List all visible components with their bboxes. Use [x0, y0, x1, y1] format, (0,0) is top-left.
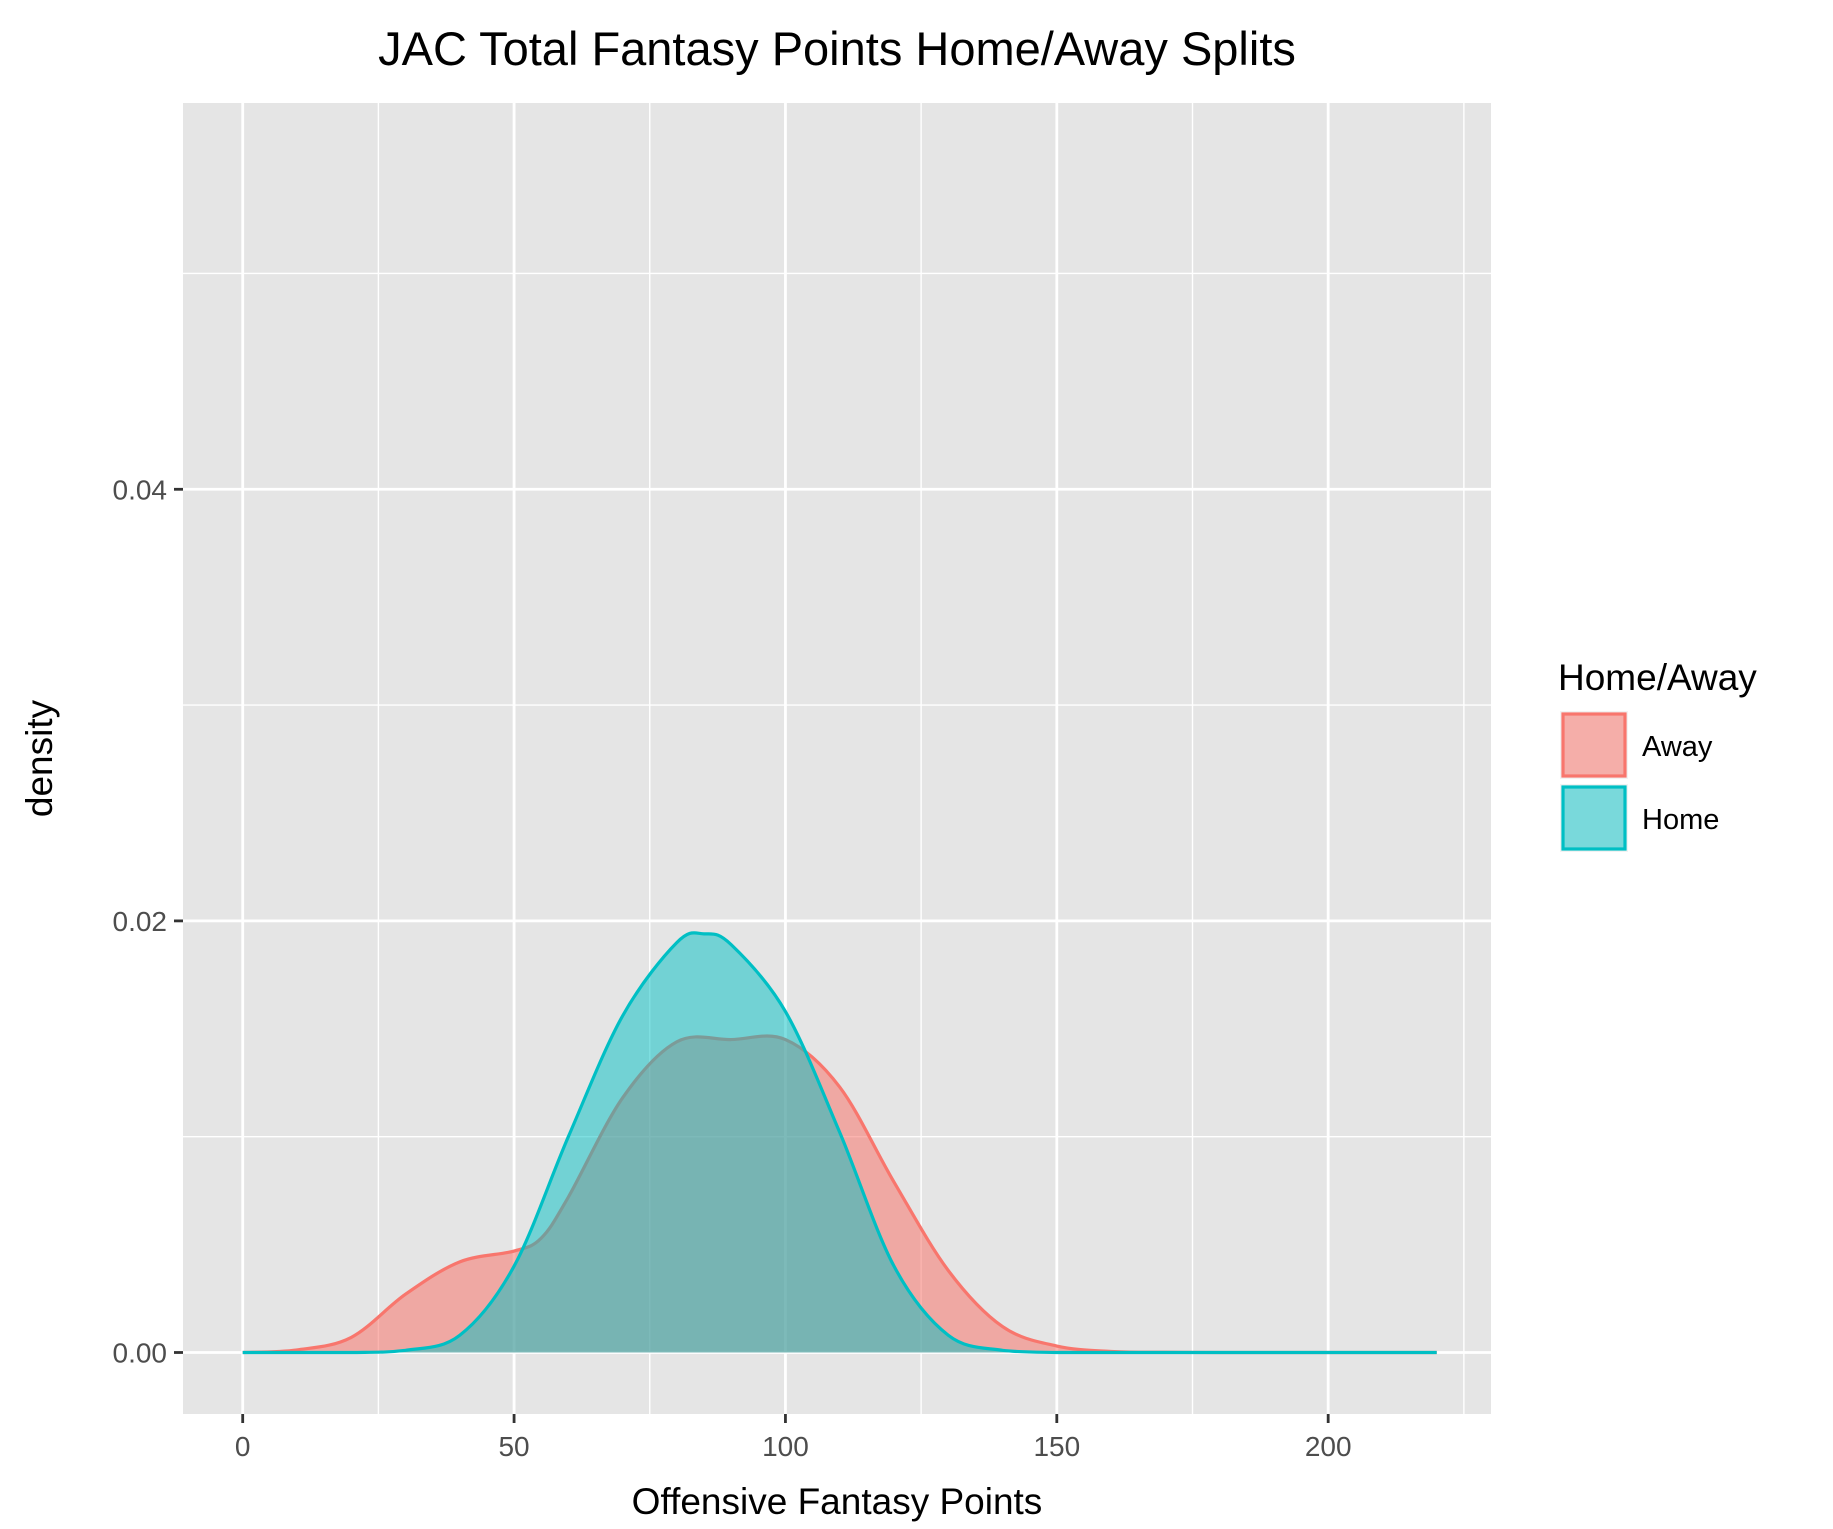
x-tick-label: 100	[762, 1431, 809, 1462]
chart-title: JAC Total Fantasy Points Home/Away Split…	[378, 22, 1296, 75]
legend-swatch-away	[1561, 712, 1627, 778]
density-area-home	[242, 932, 1437, 1353]
legend-label-away: Away	[1642, 731, 1713, 763]
y-tick-label: 0.00	[113, 1337, 168, 1368]
density-line-home	[242, 931, 1437, 1355]
x-tick-label: 50	[498, 1431, 529, 1462]
legend-label-home: Home	[1642, 804, 1719, 836]
legend: Home/Away Away Home	[1558, 657, 1757, 852]
x-tick-label: 0	[235, 1431, 251, 1462]
legend-title: Home/Away	[1558, 657, 1757, 698]
x-axis: 0 50 100 150 200	[235, 1414, 1352, 1462]
y-axis: 0.00 0.02 0.04	[113, 474, 183, 1368]
y-axis-title: density	[19, 699, 60, 817]
legend-swatch-home	[1561, 785, 1627, 851]
x-axis-title: Offensive Fantasy Points	[632, 1481, 1043, 1522]
y-tick-label: 0.04	[113, 474, 168, 505]
y-tick-label: 0.02	[113, 906, 168, 937]
x-tick-label: 150	[1033, 1431, 1080, 1462]
x-tick-label: 200	[1305, 1431, 1352, 1462]
density-series	[242, 931, 1437, 1355]
